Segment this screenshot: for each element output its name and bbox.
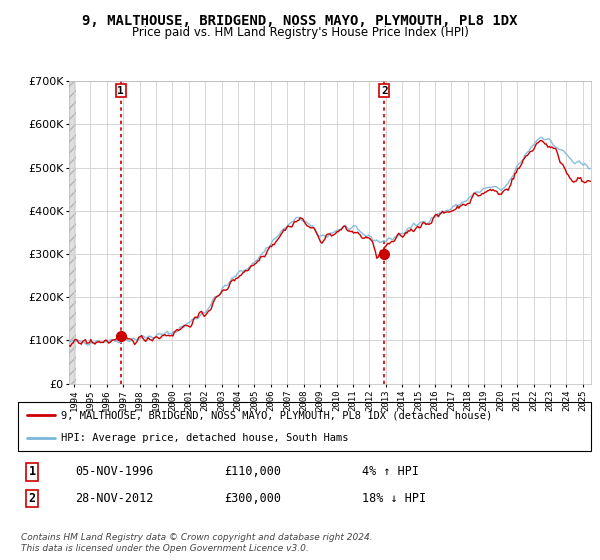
Text: £110,000: £110,000 <box>224 465 281 478</box>
Bar <box>69 81 76 384</box>
Text: 05-NOV-1996: 05-NOV-1996 <box>76 465 154 478</box>
Text: £300,000: £300,000 <box>224 492 281 505</box>
Text: 4% ↑ HPI: 4% ↑ HPI <box>362 465 419 478</box>
Text: 2: 2 <box>381 86 388 96</box>
Text: This data is licensed under the Open Government Licence v3.0.: This data is licensed under the Open Gov… <box>21 544 309 553</box>
Text: 1: 1 <box>29 465 36 478</box>
Text: Price paid vs. HM Land Registry's House Price Index (HPI): Price paid vs. HM Land Registry's House … <box>131 26 469 39</box>
Text: Contains HM Land Registry data © Crown copyright and database right 2024.: Contains HM Land Registry data © Crown c… <box>21 533 373 542</box>
Text: 9, MALTHOUSE, BRIDGEND, NOSS MAYO, PLYMOUTH, PL8 1DX: 9, MALTHOUSE, BRIDGEND, NOSS MAYO, PLYMO… <box>82 14 518 28</box>
Text: HPI: Average price, detached house, South Hams: HPI: Average price, detached house, Sout… <box>61 433 349 443</box>
Text: 28-NOV-2012: 28-NOV-2012 <box>76 492 154 505</box>
Text: 2: 2 <box>29 492 36 505</box>
Text: 18% ↓ HPI: 18% ↓ HPI <box>362 492 426 505</box>
Text: 1: 1 <box>117 86 124 96</box>
Text: 9, MALTHOUSE, BRIDGEND, NOSS MAYO, PLYMOUTH, PL8 1DX (detached house): 9, MALTHOUSE, BRIDGEND, NOSS MAYO, PLYMO… <box>61 410 492 421</box>
